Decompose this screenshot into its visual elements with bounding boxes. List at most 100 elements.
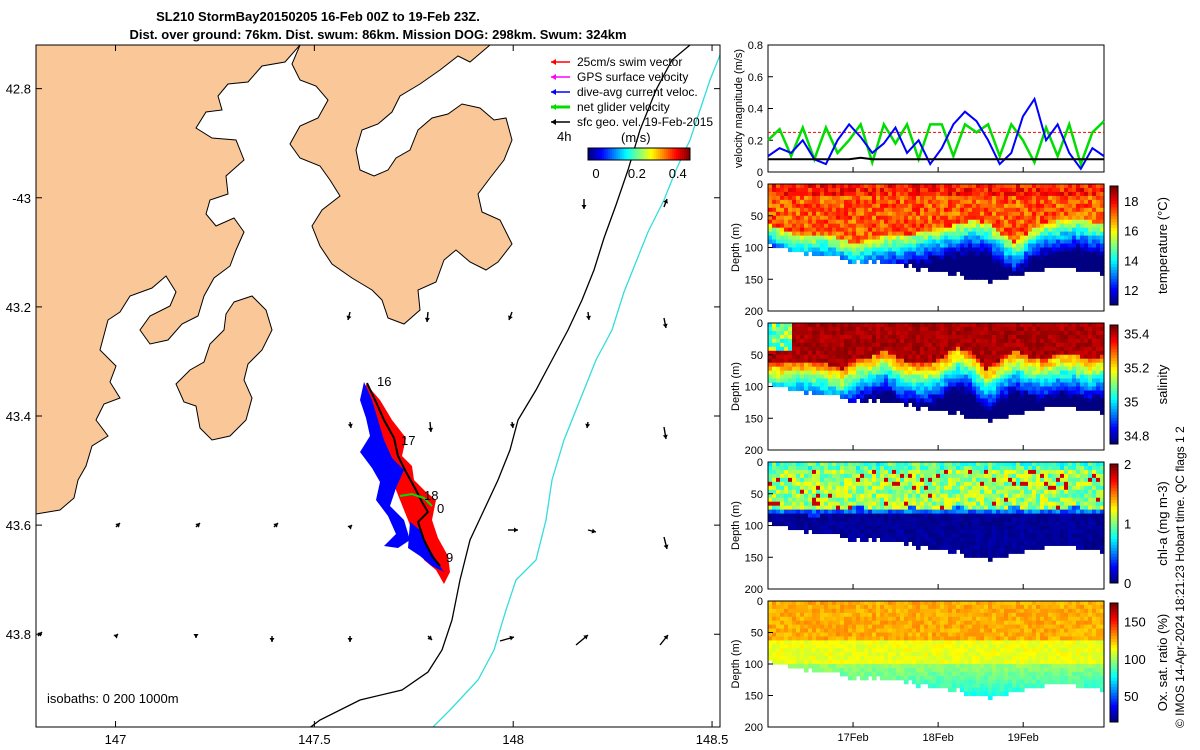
heatmap-cell [1092, 267, 1097, 272]
heatmap-cell [768, 207, 773, 213]
heatmap-cell [992, 184, 997, 189]
heatmap-cell [972, 184, 977, 189]
heatmap-cell [852, 215, 857, 221]
heatmap-cell [1096, 195, 1101, 201]
heatmap-cell [824, 342, 829, 348]
heatmap-cell [900, 485, 905, 491]
heatmap-cell [884, 350, 889, 356]
heatmap-cell [844, 215, 849, 221]
heatmap-cell [980, 501, 985, 507]
heatmap-cell [964, 235, 969, 241]
heatmap-cell [920, 239, 925, 245]
heatmap-cell [996, 199, 1001, 205]
heatmap-cell [892, 235, 897, 241]
heatmap-cell [828, 215, 833, 221]
heatmap-cell [1068, 219, 1073, 225]
heatmap-cell [980, 533, 985, 539]
heatmap-cell [860, 386, 865, 392]
heatmap-cell [952, 390, 957, 396]
heatmap-cell [896, 184, 901, 189]
heatmap-cell [908, 243, 913, 249]
heatmap-cell [988, 553, 993, 558]
heatmap-cell [816, 203, 821, 209]
heatmap-cell [944, 184, 949, 189]
heatmap-cell [948, 263, 953, 268]
heatmap-cell [916, 184, 921, 189]
heatmap-cell [1056, 211, 1061, 217]
heatmap-cell [888, 334, 893, 340]
heatmap-cell [1056, 378, 1061, 384]
heatmap-cell [956, 251, 961, 257]
heatmap-cell [976, 394, 981, 400]
heatmap-cell [1024, 350, 1029, 356]
heatmap-cell [980, 537, 985, 542]
heatmap-cell [940, 203, 945, 209]
colorbar-tick-label: 0.2 [628, 166, 646, 181]
heatmap-cell [908, 513, 913, 519]
heatmap-cell [796, 323, 801, 328]
heatmap-cell [920, 195, 925, 201]
heatmap-cell [928, 203, 933, 209]
heatmap-cell [1052, 255, 1057, 261]
heatmap-cell [768, 362, 773, 368]
heatmap-cell [888, 211, 893, 217]
heatmap-cell [836, 330, 841, 336]
heatmap-cell [944, 346, 949, 352]
heatmap-cell [808, 239, 813, 245]
heatmap-cell [1044, 330, 1049, 336]
heatmap-colorbar-frame [1109, 185, 1119, 306]
heatmap-cell [796, 338, 801, 344]
heatmap-cell [976, 370, 981, 376]
heatmap-cell [1024, 358, 1029, 364]
heatmap-cell [828, 489, 833, 495]
heatmap-cell [1028, 338, 1033, 344]
heatmap-cell [956, 541, 961, 546]
heatmap-cell [784, 338, 789, 344]
heatmap-cell [768, 485, 773, 491]
heatmap-cell [1068, 323, 1073, 328]
heatmap-cell [952, 469, 957, 475]
heatmap-cell [832, 251, 837, 257]
map-xtick-label: 148 [502, 732, 524, 747]
heatmap-cell [780, 203, 785, 209]
heatmap-cell [828, 469, 833, 475]
heatmap-cell [984, 195, 989, 201]
heatmap-cell [936, 330, 941, 336]
colorbar-swatch [602, 148, 605, 160]
heatmap-cell [784, 346, 789, 352]
heatmap-cell [1068, 394, 1073, 400]
heatmap-cell [1064, 350, 1069, 356]
heatmap-cell [940, 231, 945, 237]
heatmap-ytick-label: 200 [745, 306, 763, 318]
heatmap-cell [796, 334, 801, 340]
heatmap-cell [1048, 334, 1053, 340]
heatmap-cell [920, 342, 925, 348]
heatmap-cell [968, 485, 973, 491]
heatmap-cell [1004, 390, 1009, 396]
heatmap-cell [928, 243, 933, 249]
heatmap-cell [1068, 227, 1073, 233]
colorbar-swatch [646, 148, 649, 160]
heatmap-cell [1076, 326, 1081, 332]
heatmap-cell [996, 537, 1001, 542]
heatmap-cell [844, 473, 849, 479]
heatmap-cell [916, 366, 921, 372]
heatmap-cell [1096, 239, 1101, 245]
heatmap-cell [880, 235, 885, 241]
heatmap-cell [852, 374, 857, 380]
heatmap-cell [936, 537, 941, 542]
heatmap-cell [820, 529, 825, 535]
heatmap-cell [1040, 398, 1045, 403]
heatmap-colorbar-swatch [1110, 239, 1118, 244]
heatmap-cell [944, 541, 949, 546]
heatmap-cell [928, 378, 933, 384]
heatmap-cell [1048, 207, 1053, 213]
heatmap-cell [896, 350, 901, 356]
heatmap-cell [876, 517, 881, 523]
heatmap-cell [956, 394, 961, 400]
heatmap-cell [952, 326, 957, 332]
heatmap-cell [976, 489, 981, 495]
heatmap-cell [884, 362, 889, 368]
heatmap-cell [948, 203, 953, 209]
heatmap-cell [1040, 259, 1045, 264]
